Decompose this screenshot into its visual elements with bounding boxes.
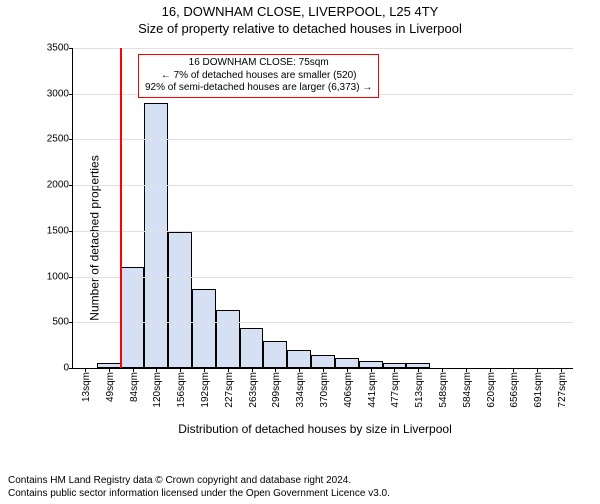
page-title-address: 16, DOWNHAM CLOSE, LIVERPOOL, L25 4TY bbox=[0, 4, 600, 19]
x-tick-label: 263sqm bbox=[248, 372, 259, 408]
callout-line3: 92% of semi-detached houses are larger (… bbox=[145, 82, 372, 95]
histogram-bar bbox=[240, 328, 264, 368]
page-subtitle: Size of property relative to detached ho… bbox=[0, 21, 600, 36]
x-tick-label: 441sqm bbox=[367, 372, 378, 408]
gridline bbox=[73, 185, 573, 186]
x-tick-label: 227sqm bbox=[224, 372, 235, 408]
y-tick-label: 1000 bbox=[47, 271, 69, 282]
histogram-bar bbox=[287, 350, 311, 368]
plot-area: 050010001500200025003000350013sqm49sqm84… bbox=[72, 48, 573, 369]
x-tick-label: 727sqm bbox=[557, 372, 568, 408]
x-tick-label: 334sqm bbox=[295, 372, 306, 408]
footer-line-2: Contains public sector information licen… bbox=[8, 487, 390, 500]
histogram-bar bbox=[192, 289, 216, 368]
histogram-bar bbox=[216, 310, 240, 369]
marker-line bbox=[120, 48, 122, 368]
x-tick-label: 584sqm bbox=[462, 372, 473, 408]
x-axis-label: Distribution of detached houses by size … bbox=[50, 422, 580, 436]
histogram-bar bbox=[144, 103, 168, 368]
x-tick-label: 620sqm bbox=[486, 372, 497, 408]
callout-box: 16 DOWNHAM CLOSE: 75sqm← 7% of detached … bbox=[138, 54, 379, 98]
gridline bbox=[73, 48, 573, 49]
x-tick-label: 192sqm bbox=[200, 372, 211, 408]
x-tick-label: 84sqm bbox=[129, 372, 140, 402]
x-tick-label: 691sqm bbox=[533, 372, 544, 408]
y-tick-label: 3000 bbox=[47, 88, 69, 99]
y-tick-label: 500 bbox=[52, 317, 69, 328]
footer-line-1: Contains HM Land Registry data © Crown c… bbox=[8, 474, 390, 487]
x-tick-label: 370sqm bbox=[319, 372, 330, 408]
y-tick-label: 2000 bbox=[47, 180, 69, 191]
y-tick-label: 3500 bbox=[47, 43, 69, 54]
x-tick-label: 299sqm bbox=[271, 372, 282, 408]
x-tick-label: 513sqm bbox=[414, 372, 425, 408]
gridline bbox=[73, 322, 573, 323]
gridline bbox=[73, 277, 573, 278]
footer-credits: Contains HM Land Registry data © Crown c… bbox=[8, 474, 390, 500]
x-tick-label: 120sqm bbox=[152, 372, 163, 408]
histogram-bar bbox=[168, 232, 192, 368]
x-tick-label: 156sqm bbox=[176, 372, 187, 408]
histogram-bar bbox=[121, 267, 145, 368]
x-tick-label: 656sqm bbox=[509, 372, 520, 408]
y-tick-label: 0 bbox=[63, 363, 69, 374]
x-tick-label: 548sqm bbox=[438, 372, 449, 408]
chart-container: Number of detached properties 0500100015… bbox=[50, 48, 580, 428]
histogram-bar bbox=[335, 358, 359, 368]
y-tick-label: 1500 bbox=[47, 225, 69, 236]
histogram-bar bbox=[359, 361, 383, 368]
x-tick-label: 13sqm bbox=[81, 372, 92, 402]
x-tick-label: 406sqm bbox=[343, 372, 354, 408]
gridline bbox=[73, 139, 573, 140]
x-tick-label: 477sqm bbox=[390, 372, 401, 408]
callout-line2: ← 7% of detached houses are smaller (520… bbox=[145, 70, 372, 83]
histogram-bar bbox=[263, 341, 287, 368]
gridline bbox=[73, 231, 573, 232]
x-tick-label: 49sqm bbox=[105, 372, 116, 402]
histogram-bar bbox=[311, 355, 335, 368]
y-tick-label: 2500 bbox=[47, 134, 69, 145]
callout-line1: 16 DOWNHAM CLOSE: 75sqm bbox=[145, 57, 372, 70]
